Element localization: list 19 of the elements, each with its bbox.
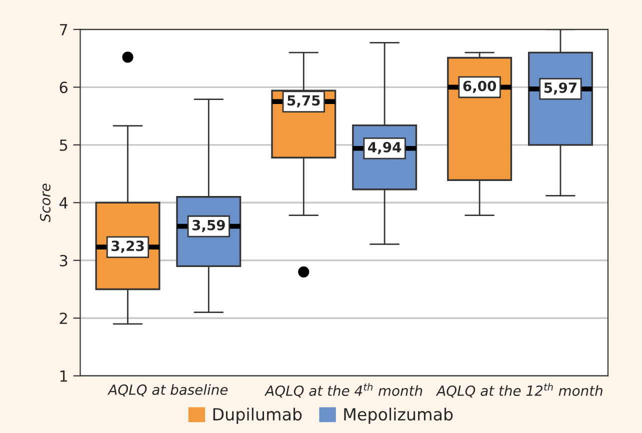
y-tick-label: 5 [60, 140, 68, 151]
text: 5,97 [544, 82, 577, 95]
legend-label: Dupilumab [213, 408, 302, 424]
legend-label: Mepolizumab [344, 408, 453, 424]
y-tick-label: 4 [59, 197, 68, 208]
text: 6,00 [463, 80, 496, 93]
text: 4,94 [368, 142, 402, 154]
text: 5,75 [288, 95, 320, 108]
x-tick-label: AQLQ at baseline [107, 384, 228, 397]
y-tick-label: 7 [60, 24, 68, 36]
text: 3,23 [112, 240, 144, 253]
y-tick-label: 1 [60, 370, 68, 382]
text: 3,59 [192, 220, 225, 232]
x-tick-label: AQLQ at the 4$^{th}$ month [264, 383, 422, 398]
y-tick-label: 3 [60, 254, 68, 266]
y-axis-title: Score [40, 184, 50, 222]
x-tick-label: AQLQ at the 12$^{th}$ month [436, 383, 602, 398]
y-tick-label: 6 [60, 82, 68, 94]
y-tick-label: 2 [60, 312, 67, 324]
